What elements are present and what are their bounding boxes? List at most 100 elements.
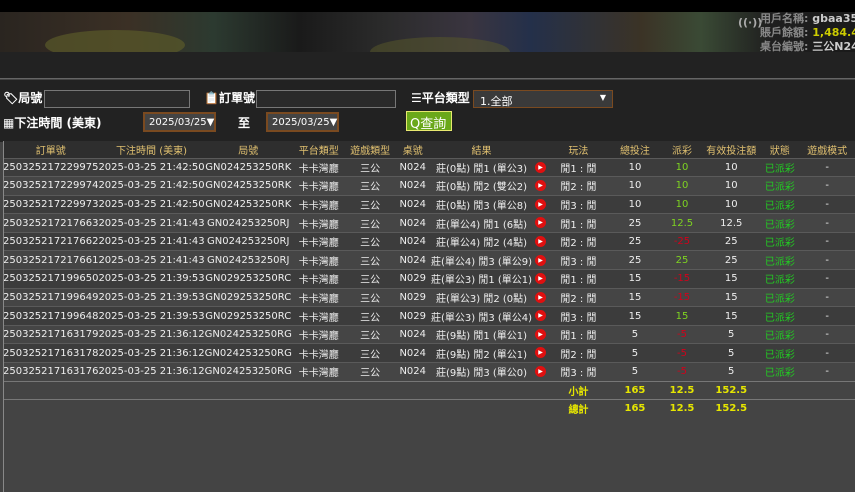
subtotal-valid: 152.5 <box>701 380 761 400</box>
column-header: 狀態 <box>760 141 800 158</box>
table-id-cell: N029 <box>394 306 431 326</box>
empty-cell <box>98 380 205 400</box>
round-id-cell: GN029253250RC <box>204 287 292 307</box>
round-id-cell: GN024253250RJ <box>204 231 292 251</box>
table-row: 250325217199650 2025-03-25 21:39:53 GN0292… <box>3 269 855 289</box>
empty-cell <box>394 398 431 418</box>
game-type-cell: 三公 <box>345 194 395 214</box>
valid-bet-cell: 5 <box>701 362 761 382</box>
game-mode-cell: - <box>799 343 855 363</box>
empty-cell <box>3 380 99 400</box>
game-mode-cell: - <box>799 231 855 251</box>
round-id-cell: GN029253250RC <box>204 306 292 326</box>
play-video-icon[interactable]: ▶ <box>535 291 547 303</box>
date-to-picker[interactable]: 2025/03/25▼ <box>266 112 339 132</box>
order-input[interactable] <box>256 90 396 108</box>
banner-table-image <box>370 37 510 52</box>
platform-cell: 卡卡灣廳 <box>291 213 346 233</box>
order-id-cell: 250325217199649 <box>3 287 99 307</box>
total-bet: 165 <box>607 398 663 418</box>
valid-bet-cell: 12.5 <box>701 213 761 233</box>
game-type-cell: 三公 <box>345 324 395 344</box>
play-video-icon[interactable]: ▶ <box>535 161 547 173</box>
order-id-cell: 250325217229974 <box>3 176 99 196</box>
table-id-cell: N024 <box>394 194 431 214</box>
round-id-cell: GN024253250RJ <box>204 250 292 270</box>
replay-cell: ▶ <box>532 343 550 363</box>
table-left-border <box>3 141 4 492</box>
bet-time-cell: 2025-03-25 21:39:53 <box>98 306 205 326</box>
total-bet-cell: 10 <box>607 176 663 196</box>
round-id-cell: GN024253250RG <box>204 343 292 363</box>
table-value: 三公N24 <box>812 40 855 53</box>
play-video-icon[interactable]: ▶ <box>535 273 547 285</box>
platform-cell: 卡卡灣廳 <box>291 250 346 270</box>
play-video-icon[interactable]: ▶ <box>535 328 547 340</box>
play-video-icon[interactable]: ▶ <box>535 198 547 210</box>
query-button[interactable]: Q查詢 <box>406 111 452 132</box>
order-id-cell: 250325217217663 <box>3 213 99 233</box>
play-video-icon[interactable]: ▶ <box>535 310 547 322</box>
valid-bet-cell: 15 <box>701 306 761 326</box>
date-from-picker[interactable]: 2025/03/25▼ <box>143 112 216 132</box>
play-video-icon[interactable]: ▶ <box>535 254 547 266</box>
total-row: 總計 165 12.5 152.5 <box>3 398 855 418</box>
round-id-cell: GN024253250RK <box>204 194 292 214</box>
platform-cell: 卡卡灣廳 <box>291 324 346 344</box>
status-cell: 已派彩 <box>760 306 800 326</box>
platform-filter-label: ☰平台類型 <box>411 91 470 105</box>
bet-option-cell: 閒3 : 閒 <box>549 250 608 270</box>
replay-cell: ▶ <box>532 306 550 326</box>
bet-option-cell: 閒2 : 閒 <box>549 287 608 307</box>
balance-label: 賬戶餘額: <box>760 26 809 39</box>
bet-time-cell: 2025-03-25 21:39:53 <box>98 287 205 307</box>
platform-cell: 卡卡灣廳 <box>291 157 346 177</box>
play-video-icon[interactable]: ▶ <box>535 235 547 247</box>
bet-time-label: ▦下注時間 (美東) <box>3 116 102 130</box>
game-type-cell: 三公 <box>345 362 395 382</box>
empty-cell <box>760 398 800 418</box>
bet-time-cell: 2025-03-25 21:42:50 <box>98 157 205 177</box>
round-id-cell: GN024253250RJ <box>204 213 292 233</box>
platform-select[interactable]: 1.全部 ▼ <box>473 90 613 108</box>
empty-cell <box>291 380 346 400</box>
column-header: 遊戲類型 <box>345 141 395 158</box>
status-cell: 已派彩 <box>760 269 800 289</box>
divider-band <box>0 52 855 79</box>
bet-option-cell: 閒2 : 閒 <box>549 343 608 363</box>
platform-cell: 卡卡灣廳 <box>291 287 346 307</box>
payout-cell: 25 <box>662 250 702 270</box>
empty-cell <box>532 380 550 400</box>
replay-cell: ▶ <box>532 231 550 251</box>
play-video-icon[interactable]: ▶ <box>535 347 547 359</box>
order-id-cell: 250325217229973 <box>3 194 99 214</box>
replay-cell: ▶ <box>532 362 550 382</box>
play-video-icon[interactable]: ▶ <box>535 180 547 192</box>
table-id-cell: N024 <box>394 213 431 233</box>
payout-cell: -5 <box>662 324 702 344</box>
platform-cell: 卡卡灣廳 <box>291 231 346 251</box>
column-header: 遊戲模式 <box>799 141 855 158</box>
total-bet-cell: 15 <box>607 287 663 307</box>
status-cell: 已派彩 <box>760 343 800 363</box>
replay-cell: ▶ <box>532 213 550 233</box>
chevron-down-icon: ▼ <box>206 117 215 128</box>
payout-cell: 15 <box>662 306 702 326</box>
play-video-icon[interactable]: ▶ <box>535 366 547 378</box>
column-header: 桌號 <box>394 141 431 158</box>
valid-bet-cell: 15 <box>701 287 761 307</box>
replay-cell: ▶ <box>532 176 550 196</box>
empty-cell <box>291 398 346 418</box>
game-type-cell: 三公 <box>345 231 395 251</box>
status-cell: 已派彩 <box>760 324 800 344</box>
round-input[interactable] <box>44 90 190 108</box>
list-icon: ☰ <box>411 91 422 105</box>
table-id-cell: N024 <box>394 250 431 270</box>
payout-cell: -5 <box>662 343 702 363</box>
balance-value: 1,484.4 <box>812 26 855 39</box>
result-cell: 莊(單公4) 閒3 (單公9) <box>430 250 533 270</box>
total-bet-cell: 10 <box>607 194 663 214</box>
status-cell: 已派彩 <box>760 194 800 214</box>
play-video-icon[interactable]: ▶ <box>535 217 547 229</box>
empty-cell <box>204 398 292 418</box>
